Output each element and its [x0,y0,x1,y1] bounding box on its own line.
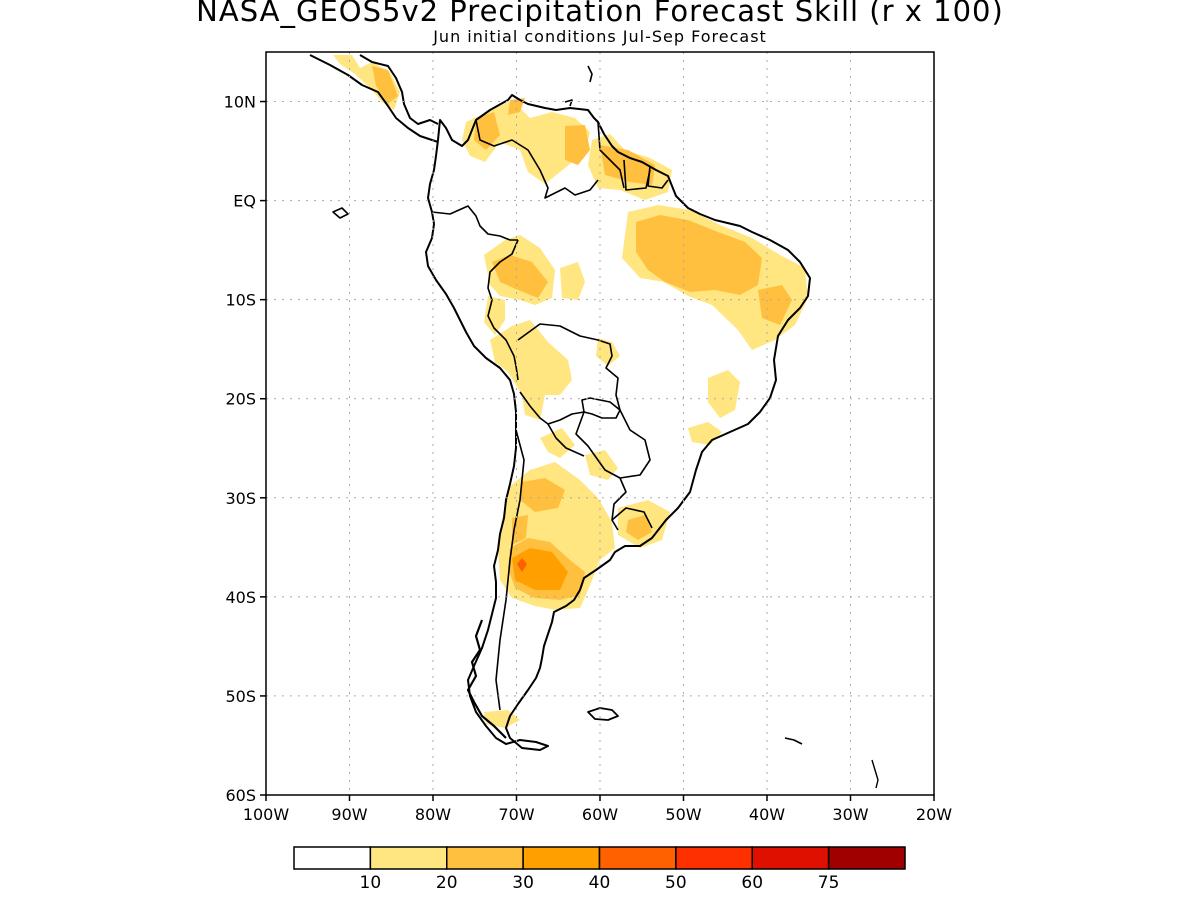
skill-region [596,338,620,366]
country-border [475,119,599,199]
skill-region [517,558,527,572]
skill-region [758,285,792,325]
lon-tick-label: 100W [243,805,290,824]
skill-region [484,710,520,728]
colorbar-bin [751,846,830,870]
skill-region [560,262,585,300]
lat-tick-label: 10S [225,291,256,310]
lat-tick-label: EQ [233,192,256,211]
skill-region [600,145,655,185]
colorbar-bin [293,846,372,870]
colorbar-bin [675,846,753,870]
lon-tick-label: 30W [832,805,868,824]
country-border [431,205,518,241]
country-border [611,477,627,531]
colorbar-label: 30 [512,873,534,893]
colorbar-bin [598,846,677,870]
colorbar-label: 50 [665,873,687,893]
skill-region [708,370,740,418]
colorbar: 10 20 30 40 50 60 75 [293,846,906,893]
country-border [647,165,669,189]
colorbar-bin [522,846,601,870]
country-border [611,507,653,529]
central-america-coast [359,54,439,125]
fjord-coast [466,619,507,739]
skill-region [688,422,722,445]
lat-tick-label: 10N [224,93,256,112]
south-georgia-island [784,737,803,745]
country-border [487,239,519,381]
skill-region [636,215,762,295]
skill-region [484,296,505,335]
skill-region [540,428,575,458]
lat-tick-label: 40S [225,588,256,607]
country-border [597,121,625,189]
skill-region [512,548,568,590]
lon-tick-label: 60W [582,805,618,824]
lon-tick-label: 90W [331,805,367,824]
falkland-islands [587,707,619,721]
skill-region [626,515,652,540]
central-america-coast [309,54,439,143]
colorbar-bin [369,846,448,870]
skill-region [520,478,565,512]
lon-tick-label: 50W [665,805,701,824]
coastlines [309,54,879,789]
colorbar-label: 75 [818,873,840,893]
map-subtitle: Jun initial conditions Jul-Sep Forecast [433,27,767,46]
island-outline [564,99,573,107]
colorbar-label: 60 [741,873,763,893]
colorbar-label: 10 [360,873,382,893]
colorbar-bin [446,846,524,870]
lat-tick-label: 20S [225,390,256,409]
continent-outline [425,94,811,751]
lat-tick-label: 30S [225,489,256,508]
south-sandwich-islands [871,759,879,789]
lon-tick-label: 80W [415,805,451,824]
map-title: NASA_GEOS5v2 Precipitation Forecast Skil… [196,0,1004,28]
colorbar-label: 20 [436,873,458,893]
island-outline [587,65,593,83]
map-content [309,54,879,789]
country-border [495,429,525,711]
lat-tick-label: 60S [225,786,256,805]
country-border [547,423,585,457]
lat-tick-label: 50S [225,687,256,706]
colorbar-label: 40 [589,873,611,893]
skill-shading [333,55,808,728]
skill-region [565,125,590,165]
lon-tick-label: 40W [749,805,785,824]
lon-tick-label: 70W [498,805,534,824]
skill-region [492,255,548,298]
galapagos-islands [332,207,349,219]
skill-region [372,66,398,104]
country-border [575,397,651,479]
skill-region [508,98,525,115]
colorbar-bin [827,846,906,870]
skill-region [490,320,572,420]
lon-tick-label: 20W [916,805,952,824]
